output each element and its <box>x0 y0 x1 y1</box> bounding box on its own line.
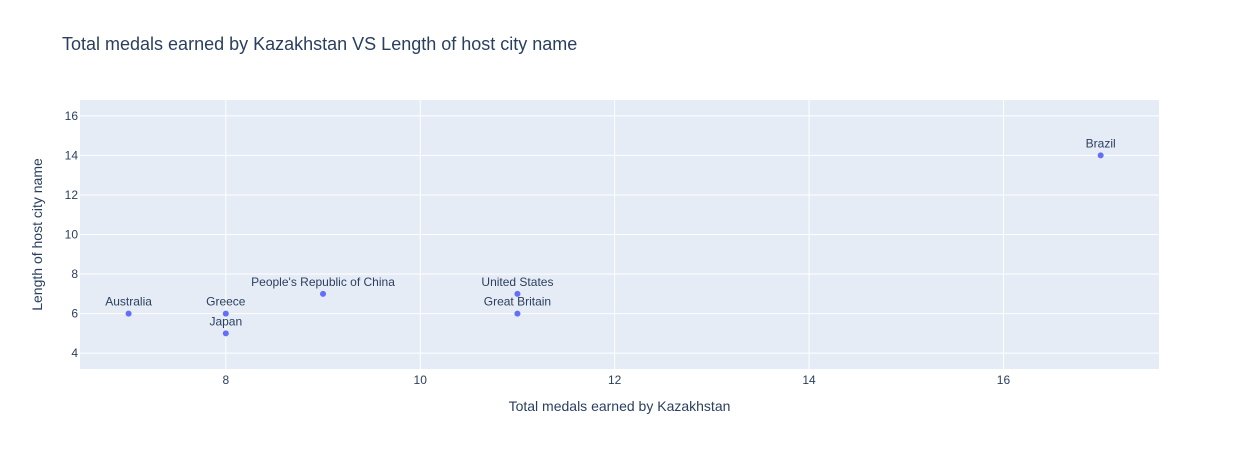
scatter-point[interactable] <box>514 310 521 317</box>
point-label: Brazil <box>1086 136 1116 150</box>
scatter-point[interactable] <box>222 330 229 337</box>
point-labels: Australia Greece Japan People's Republic of… <box>105 136 1115 328</box>
data-points <box>125 152 1104 337</box>
x-tick-label: 14 <box>802 373 816 387</box>
y-tick-label: 6 <box>71 307 78 321</box>
scatter-point[interactable] <box>125 310 132 317</box>
scatter-point[interactable] <box>1097 152 1104 159</box>
point-label: Great Britain <box>484 295 551 309</box>
scatter-point[interactable] <box>222 310 229 317</box>
x-tick-label: 16 <box>997 373 1011 387</box>
grid-lines <box>80 100 1159 369</box>
point-label: United States <box>481 275 553 289</box>
point-label: Australia <box>105 295 152 309</box>
y-axis-title: Length of host city name <box>29 158 45 311</box>
chart-title: Total medals earned by Kazakhstan VS Len… <box>62 34 577 54</box>
x-tick-label: 12 <box>608 373 622 387</box>
y-tick-label: 8 <box>71 267 78 281</box>
point-label: Japan <box>209 314 242 328</box>
x-axis-title: Total medals earned by Kazakhstan <box>509 398 731 414</box>
y-tick-label: 14 <box>65 148 79 162</box>
y-tick-label: 4 <box>71 346 78 360</box>
tick-labels: 8 10 12 14 16 4 6 8 10 12 14 16 <box>65 109 1011 387</box>
y-tick-label: 10 <box>65 228 79 242</box>
y-tick-label: 12 <box>65 188 79 202</box>
x-tick-label: 8 <box>222 373 229 387</box>
y-tick-label: 16 <box>65 109 79 123</box>
x-tick-label: 10 <box>414 373 428 387</box>
scatter-point[interactable] <box>514 290 521 297</box>
point-label: People's Republic of China <box>251 275 395 289</box>
scatter-point[interactable] <box>320 290 327 297</box>
point-label: Greece <box>206 295 246 309</box>
